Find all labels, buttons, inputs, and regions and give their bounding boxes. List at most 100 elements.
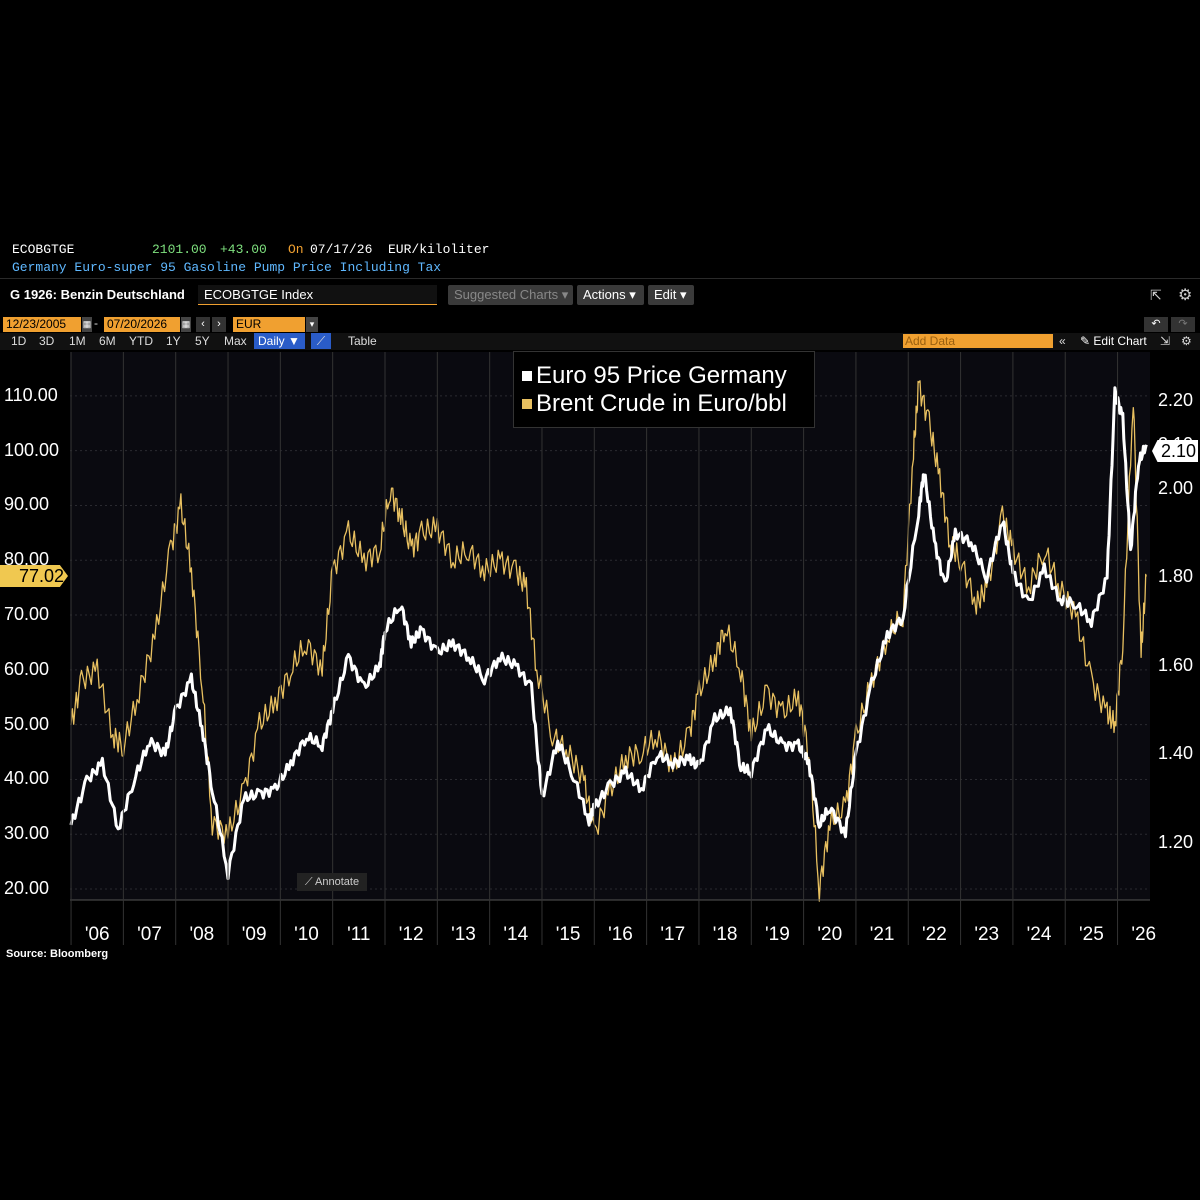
right-y-tick-label: 1.40 bbox=[1158, 743, 1194, 764]
chevron-down-icon: ▾ bbox=[561, 287, 569, 302]
divider bbox=[0, 278, 1200, 279]
x-tick-label: '21 bbox=[869, 924, 895, 945]
edit-icon[interactable]: ⇲ bbox=[1160, 334, 1171, 348]
left-y-tick-label: 50.00 bbox=[4, 713, 50, 734]
left-y-tick-label: 90.00 bbox=[4, 494, 50, 515]
left-y-tick-label: 30.00 bbox=[4, 823, 50, 844]
legend-swatch bbox=[522, 399, 532, 409]
x-tick-label: '16 bbox=[608, 924, 633, 945]
x-tick-label: '08 bbox=[189, 924, 215, 945]
actions-button[interactable]: Actions ▾ bbox=[577, 285, 644, 305]
chevron-down-icon: ▾ bbox=[680, 287, 687, 302]
left-y-tick-label: 110.00 bbox=[4, 384, 58, 405]
legend-label: Euro 95 Price Germany bbox=[536, 362, 787, 389]
x-tick-label: '11 bbox=[347, 924, 371, 945]
pencil-icon: ⟋ bbox=[304, 876, 313, 888]
chart-svg bbox=[69, 352, 1150, 945]
legend-item-euro95: Euro 95 Price Germany bbox=[522, 362, 787, 390]
chevron-right-icon[interactable]: › bbox=[212, 317, 226, 332]
x-tick-label: '10 bbox=[294, 924, 319, 945]
right-y-tick-label: 1.80 bbox=[1158, 566, 1194, 587]
chevron-left-icon[interactable]: ‹ bbox=[196, 317, 210, 332]
currency-select[interactable]: EUR bbox=[233, 317, 305, 332]
security-description: Germany Euro-super 95 Gasoline Pump Pric… bbox=[12, 260, 442, 275]
ticker-header: ECOBGTGE 2101.00 +43.00 On 07/17/26 EUR/… bbox=[12, 242, 489, 257]
ticker-symbol: ECOBGTGE bbox=[12, 242, 75, 257]
x-tick-label: '20 bbox=[817, 924, 843, 945]
undo-icon[interactable]: ↶ bbox=[1144, 317, 1168, 332]
edit-chart-button[interactable]: ✎ Edit Chart bbox=[1080, 333, 1147, 349]
end-date-input[interactable]: 07/20/2026 bbox=[104, 317, 180, 332]
legend: Euro 95 Price Germany Brent Crude in Eur… bbox=[513, 351, 815, 428]
legend-item-brent: Brent Crude in Euro/bbl bbox=[522, 390, 787, 418]
annotate-label: Annotate bbox=[315, 876, 360, 888]
settings-icon[interactable]: ⚙ bbox=[1178, 287, 1193, 304]
brent-last-value: 77.02 bbox=[0, 565, 68, 587]
plot-area bbox=[70, 352, 1150, 900]
calendar-icon[interactable]: ▦ bbox=[181, 317, 191, 332]
table-button[interactable]: Table bbox=[348, 334, 377, 348]
left-y-tick-label: 100.00 bbox=[4, 439, 60, 460]
x-tick-label: '09 bbox=[241, 924, 267, 945]
x-tick-label: '12 bbox=[398, 924, 424, 945]
euro95-last-value: 2.10 bbox=[1152, 440, 1198, 462]
collapse-icon[interactable]: « bbox=[1059, 334, 1066, 348]
redo-icon[interactable]: ↷ bbox=[1171, 317, 1195, 332]
last-price: 2101.00 bbox=[152, 242, 207, 257]
x-tick-label: '25 bbox=[1079, 924, 1104, 945]
start-date-input[interactable]: 12/23/2005 bbox=[3, 317, 81, 332]
calendar-icon[interactable]: ▦ bbox=[82, 317, 92, 332]
series-line bbox=[69, 386, 1148, 881]
period-5y[interactable]: 5Y bbox=[195, 334, 210, 348]
chevron-down-icon: ▾ bbox=[629, 287, 636, 302]
x-tick-label: '24 bbox=[1026, 924, 1052, 945]
suggested-charts-label: Suggested Charts bbox=[454, 287, 559, 302]
right-y-tick-label: 1.20 bbox=[1158, 831, 1194, 852]
x-tick-label: '23 bbox=[974, 924, 1000, 945]
euro95-series bbox=[69, 386, 1148, 881]
x-tick-label: '15 bbox=[555, 924, 581, 945]
suggested-charts-button[interactable]: Suggested Charts ▾ bbox=[448, 285, 573, 305]
period-ytd[interactable]: YTD bbox=[129, 334, 153, 348]
edit-button[interactable]: Edit ▾ bbox=[648, 285, 694, 305]
x-tick-label: '22 bbox=[922, 924, 947, 945]
x-axis-ticks bbox=[70, 352, 1119, 945]
annotate-button[interactable]: ⟋ Annotate bbox=[297, 873, 367, 891]
left-y-tick-label: 80.00 bbox=[4, 549, 50, 570]
x-tick-label: '14 bbox=[503, 924, 529, 945]
brent-series bbox=[70, 380, 1147, 902]
left-y-tick-label: 60.00 bbox=[4, 658, 50, 679]
period-1d[interactable]: 1D bbox=[11, 334, 27, 348]
period-3d[interactable]: 3D bbox=[39, 334, 55, 348]
legend-label: Brent Crude in Euro/bbl bbox=[536, 390, 787, 417]
period-max[interactable]: Max bbox=[224, 334, 247, 348]
gear-icon[interactable]: ⚙ bbox=[1181, 334, 1192, 348]
on-label: On bbox=[288, 242, 304, 257]
line-chart-icon[interactable]: ⟋ bbox=[311, 333, 331, 349]
right-y-tick-label: 1.60 bbox=[1158, 654, 1194, 675]
actions-label: Actions bbox=[583, 287, 626, 302]
chevron-down-icon[interactable]: ▾ bbox=[306, 317, 318, 332]
price-date: 07/17/26 bbox=[310, 242, 373, 257]
price-change: +43.00 bbox=[220, 242, 267, 257]
x-tick-label: '06 bbox=[84, 924, 110, 945]
right-y-tick-label: 2.20 bbox=[1158, 389, 1194, 410]
share-icon[interactable]: ⇱ bbox=[1150, 287, 1162, 303]
source-note: Source: Bloomberg bbox=[6, 948, 109, 960]
period-1y[interactable]: 1Y bbox=[166, 334, 181, 348]
period-6m[interactable]: 6M bbox=[99, 334, 116, 348]
left-y-tick-label: 20.00 bbox=[4, 878, 50, 899]
x-tick-label: '18 bbox=[712, 924, 738, 945]
legend-swatch bbox=[522, 371, 532, 381]
left-y-tick-label: 40.00 bbox=[4, 768, 50, 789]
add-data-input[interactable]: Add Data bbox=[903, 334, 1053, 348]
security-input[interactable]: ECOBGTGE Index bbox=[198, 285, 437, 305]
chart-name: G 1926: Benzin Deutschland bbox=[10, 287, 185, 302]
x-tick-label: '19 bbox=[765, 924, 790, 945]
date-separator: - bbox=[94, 316, 98, 330]
right-y-tick-label: 2.00 bbox=[1158, 478, 1194, 498]
x-tick-label: '17 bbox=[660, 924, 686, 945]
period-1m[interactable]: 1M bbox=[69, 334, 86, 348]
series-line bbox=[70, 380, 1147, 902]
frequency-select[interactable]: Daily ▼ bbox=[254, 333, 305, 349]
